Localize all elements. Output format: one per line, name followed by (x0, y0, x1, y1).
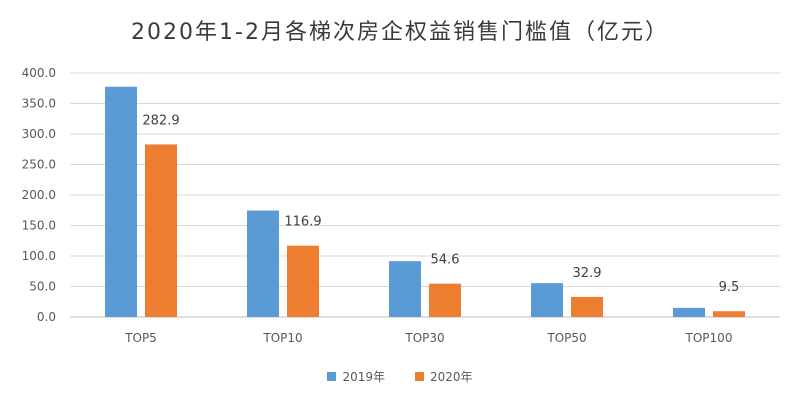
chart-title: 2020年1-2月各梯次房企权益销售门槛值（亿元） (131, 20, 669, 45)
legend: 2019年 2020年 (0, 368, 800, 385)
x-tick-label: TOP10 (262, 331, 302, 345)
legend-item-2020: 2020年 (415, 368, 473, 385)
legend-swatch-2019 (327, 372, 337, 381)
legend-swatch-2020 (415, 372, 424, 381)
bar-top100-2020年 (713, 311, 745, 317)
y-tick-label: 250.0 (22, 158, 56, 172)
data-label: 116.9 (284, 215, 321, 230)
x-tick-label: TOP5 (124, 331, 157, 345)
bar-top10-2019年 (247, 210, 279, 317)
bar-top30-2019年 (389, 261, 421, 317)
bar-top5-2019年 (105, 86, 137, 317)
data-label: 282.9 (142, 113, 179, 128)
y-tick-label: 150.0 (22, 219, 56, 233)
legend-label-2020: 2020年 (430, 370, 473, 384)
y-tick-label: 350.0 (22, 97, 56, 111)
y-tick-label: 50.0 (29, 280, 56, 294)
data-label: 32.9 (573, 266, 602, 281)
legend-item-2019: 2019年 (327, 368, 385, 385)
legend-label-2019: 2019年 (342, 370, 385, 384)
bar-top50-2019年 (531, 283, 563, 317)
bar-top5-2020年 (145, 144, 177, 317)
x-tick-label: TOP100 (685, 331, 733, 345)
data-label: 54.6 (431, 253, 460, 268)
bar-top100-2019年 (673, 307, 705, 317)
y-tick-label: 200.0 (22, 188, 56, 202)
data-label: 9.5 (719, 280, 740, 295)
bar-top30-2020年 (429, 283, 461, 317)
y-tick-label: 100.0 (22, 249, 56, 263)
bar-top10-2020年 (287, 245, 319, 317)
y-tick-label: 400.0 (22, 66, 56, 80)
x-tick-label: TOP50 (546, 331, 586, 345)
bar-top50-2020年 (571, 296, 603, 317)
y-tick-label: 0.0 (37, 310, 56, 324)
y-tick-label: 300.0 (22, 127, 56, 141)
x-tick-label: TOP30 (404, 331, 444, 345)
